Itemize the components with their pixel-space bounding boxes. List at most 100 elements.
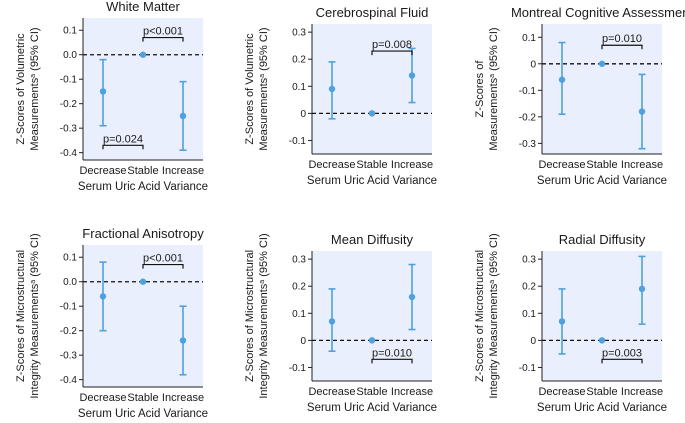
chart-title: Radial Diffusity	[559, 232, 646, 247]
y-tick-label: -0.3	[60, 124, 78, 135]
x-tick-label: Stable	[127, 165, 158, 177]
chart-title: Fractional Anisotropy	[82, 226, 204, 241]
x-tick-label: Stable	[356, 386, 387, 398]
y-axis-label-text: Z-Scores of	[474, 60, 486, 118]
y-axis-label-text: Integrity Measurements	[488, 283, 500, 398]
y-tick-label: -0.1	[289, 136, 307, 147]
y-axis-label-text: Z-Scores of Microstructural	[474, 250, 486, 382]
p-value-label: p=0.010	[372, 347, 412, 359]
y-tick-label: 0.1	[522, 309, 536, 320]
y-tick-label: 0.0	[63, 277, 77, 288]
y-axis-label-line-2: Integrity Measurementsa (95% CI)	[488, 233, 500, 398]
y-axis-label-superscript: a	[489, 74, 496, 78]
y-tick-label: 0.1	[63, 253, 77, 264]
significance-bracket	[102, 144, 144, 150]
p-value-label: p=0.008	[372, 39, 412, 51]
y-axis-label-superscript: a	[489, 280, 496, 284]
y-axis-label-text: Integrity Measurements	[258, 283, 270, 398]
y-axis-label-text: (95% CI)	[488, 27, 500, 73]
chart-panel-5: Mean Diffusity 0.3 0.2 0.1 0 -0.1 Decrease Stab…	[244, 232, 437, 414]
x-tick-label: Increase	[621, 386, 663, 398]
x-tick-label: Increase	[391, 386, 433, 398]
data-point	[598, 60, 606, 67]
x-tick-label: Increase	[162, 392, 204, 404]
x-axis-label: Serum Uric Acid Variance	[537, 175, 667, 187]
p-value-label: p=0.024	[103, 133, 143, 145]
y-axis-label-line-1: Z-Scores of Microstructural	[244, 250, 256, 382]
y-tick-label: 0.3	[292, 28, 306, 39]
data-point	[368, 110, 376, 117]
y-axis-label-line-2: Measurementsa (95% CI)	[29, 27, 41, 150]
x-tick-label: Increase	[162, 165, 204, 177]
y-axis-label-line-2: Measurementsa (95% CI)	[488, 27, 500, 150]
data-point	[598, 337, 606, 344]
y-tick-label: 0	[300, 109, 306, 120]
y-tick-label: 0.1	[63, 26, 77, 37]
y-axis-label-line-2: Measurementsa (95% CI)	[258, 27, 270, 150]
y-tick-label: -0.2	[60, 326, 78, 337]
x-axis-label: Serum Uric Acid Variance	[307, 175, 437, 187]
x-tick-label: Increase	[621, 159, 663, 171]
y-axis-label-text: (95% CI)	[258, 233, 270, 279]
chart-panel-4: Fractional Anisotropy 0.1 0.0 -0.1 -0.2 -0.3 -…	[15, 226, 208, 420]
y-tick-label: 0.1	[522, 33, 536, 44]
y-tick-label: 0.3	[522, 255, 536, 266]
y-tick-label: -0.4	[60, 375, 78, 386]
x-tick-label: Increase	[391, 159, 433, 171]
y-axis-label-line-1: Z-Scores of	[474, 60, 486, 118]
data-point	[139, 51, 147, 58]
data-point	[408, 293, 416, 301]
y-axis-label-superscript: a	[259, 280, 266, 284]
p-value-label: p=0.010	[602, 33, 642, 45]
p-value-label: p=0.003	[602, 347, 642, 359]
y-tick-label: 0.1	[292, 309, 306, 320]
data-point	[328, 318, 336, 325]
y-tick-label: -0.3	[519, 139, 537, 150]
x-axis-label: Serum Uric Acid Variance	[78, 408, 208, 420]
y-axis-label-line-2: Integrity Measurementsa (95% CI)	[258, 233, 270, 398]
y-axis-label-text: Measurements	[29, 77, 41, 150]
data-point	[99, 88, 107, 95]
significance-bracket	[371, 358, 413, 364]
y-axis-label-text: (95% CI)	[258, 27, 270, 73]
y-tick-label: 0	[530, 59, 536, 70]
x-tick-label: Decrease	[79, 165, 126, 177]
x-tick-label: Stable	[586, 386, 617, 398]
significance-bracket	[371, 50, 413, 56]
y-tick-label: -0.3	[60, 351, 78, 362]
data-point	[638, 285, 646, 293]
y-axis-label-superscript: a	[30, 280, 37, 284]
y-axis-label-line-1: Z-Scores of Microstructural	[15, 250, 27, 382]
y-tick-label: 0.2	[522, 282, 536, 293]
data-point	[328, 85, 336, 93]
y-axis-label-text: Integrity Measurements	[29, 283, 41, 398]
y-tick-label: -0.1	[60, 75, 78, 86]
data-point	[179, 112, 187, 120]
y-tick-label: 0.2	[292, 282, 306, 293]
chart-panel-1: White Matter 0.1 0.0 -0.1 -0.2 -0.3 -0.4Decrea…	[15, 0, 208, 193]
y-axis-label-text: (95% CI)	[29, 27, 41, 73]
y-tick-label: 0.0	[63, 50, 77, 61]
y-tick-label: 0.1	[292, 82, 306, 93]
data-point	[179, 337, 187, 344]
significance-bracket	[142, 263, 184, 269]
y-axis-label-text: (95% CI)	[29, 233, 41, 279]
significance-bracket	[601, 44, 643, 50]
significance-bracket	[601, 358, 643, 364]
data-point	[638, 108, 646, 115]
y-axis-label-text: Z-Scores of Volumetric	[15, 33, 27, 145]
y-axis-label-text: Z-Scores of Microstructural	[244, 250, 256, 382]
chart-title: White Matter	[106, 0, 180, 14]
x-tick-label: Stable	[586, 159, 617, 171]
data-point	[558, 318, 566, 325]
y-tick-label: -0.1	[519, 363, 537, 374]
y-axis-label-text: Z-Scores of Volumetric	[244, 33, 256, 145]
chart-panel-6: Radial Diffusity 0.3 0.2 0.1 0 -0.1 Decrease St…	[474, 232, 667, 414]
y-tick-label: -0.2	[60, 99, 78, 110]
x-tick-label: Stable	[356, 159, 387, 171]
y-tick-label: -0.2	[519, 112, 537, 123]
p-value-label: p<0.001	[143, 26, 183, 38]
data-point	[558, 76, 566, 83]
data-point	[99, 293, 107, 300]
